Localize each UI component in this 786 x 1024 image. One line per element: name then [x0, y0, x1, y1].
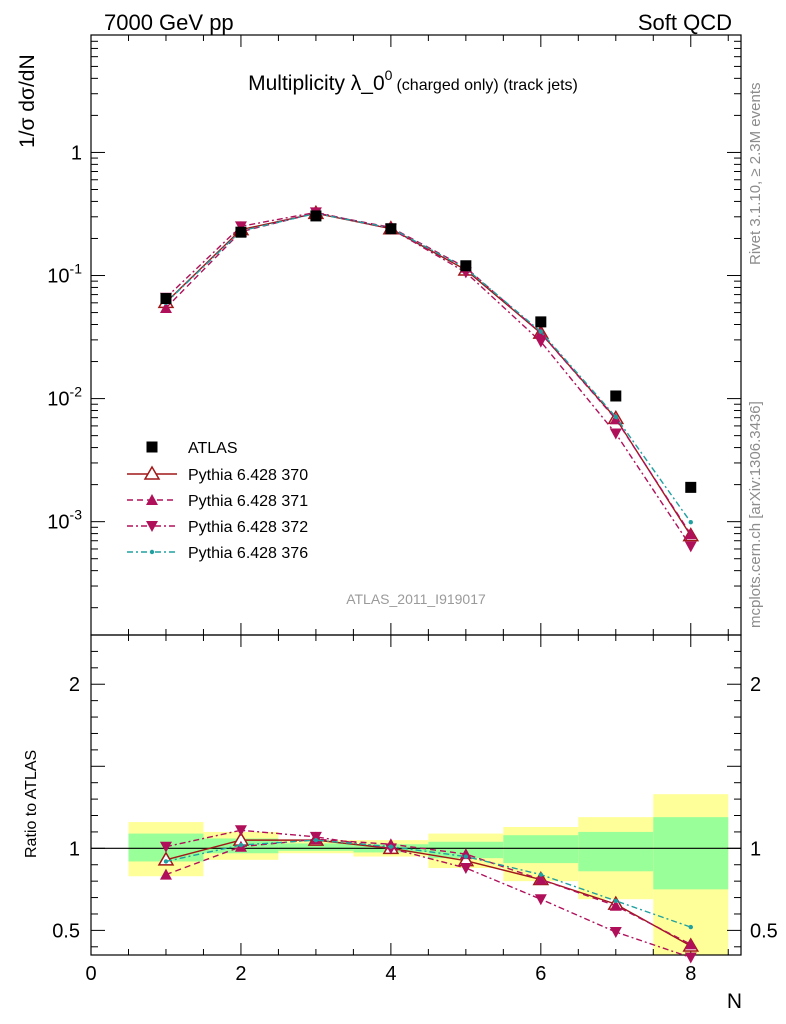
data-point [460, 260, 472, 272]
ratio-point [609, 899, 622, 911]
ratio-point [309, 831, 322, 843]
ratio-point [538, 872, 544, 877]
ratio-tick-label: 2 [69, 674, 80, 696]
ratio-tick-label-right: 0.5 [750, 920, 778, 942]
y-tick-label: 1 [71, 142, 82, 164]
ratio-point [388, 844, 394, 849]
data-point [609, 428, 622, 440]
legend-label: Pythia 6.428 372 [188, 519, 308, 536]
legend-marker [146, 441, 158, 453]
ratio-band-green [578, 831, 654, 872]
y-tick-label: 10-2 [47, 384, 82, 411]
data-point [610, 390, 622, 402]
ratio-point [238, 842, 244, 848]
series-ratio-line [165, 839, 692, 928]
ratio-bands [128, 794, 729, 955]
ratio-point [159, 868, 172, 880]
ratio-tick-label-right: 2 [750, 674, 761, 696]
series-line [165, 212, 692, 523]
legend-label: ATLAS [188, 440, 238, 457]
series-ratio-line [165, 838, 692, 945]
data-point [688, 520, 693, 525]
legend-item-0: ATLAS [146, 440, 238, 457]
ratio-band-green [653, 817, 729, 890]
data-point [684, 541, 697, 553]
legend-item-2: Pythia 6.428 371 [127, 493, 308, 510]
process-label: Soft QCD [638, 10, 732, 35]
ratio-tick-label: 0.5 [52, 920, 80, 942]
series-ratio-line [165, 829, 691, 959]
data-point [535, 316, 547, 328]
bottom-ylabel: Ratio to ATLAS [23, 750, 40, 858]
data-point [684, 528, 697, 540]
ratio-point [163, 859, 169, 864]
x-tick-label: 6 [535, 963, 546, 985]
data-point [160, 293, 172, 305]
data-series [157, 204, 700, 964]
legend-marker [146, 494, 158, 505]
ratio-point [613, 898, 618, 904]
y-tick-label: 10-3 [47, 507, 82, 534]
analysis-id: ATLAS_2011_I919017 [346, 591, 486, 607]
legend-marker [149, 549, 155, 555]
ratio-point [688, 924, 693, 930]
ratio-point [159, 841, 172, 853]
data-point [159, 301, 172, 313]
legend-item-3: Pythia 6.428 372 [127, 519, 308, 536]
ratio-point [534, 894, 547, 906]
top-ylabel: 1/σ dσ/dN [16, 54, 39, 148]
data-point [310, 210, 322, 222]
series-ratio-line [165, 839, 692, 947]
x-tick-label: 2 [235, 963, 246, 985]
legend: ATLAS Pythia 6.428 370 Pythia 6.428 371 Pyt… [127, 440, 308, 562]
mcplots-label: mcplots.cern.ch [arXiv:1306.3436] [747, 401, 764, 628]
y-tick-label: 10-1 [47, 261, 82, 288]
ratio-point [459, 863, 472, 875]
bottom-frame [90, 634, 742, 956]
legend-marker [143, 465, 161, 480]
rivet-label: Rivet 3.1.10, ≥ 2.3M events [747, 83, 764, 266]
ratio-point [234, 825, 247, 837]
series-line [165, 212, 692, 535]
x-tick-label: 4 [385, 963, 396, 985]
legend-label: Pythia 6.428 376 [188, 545, 308, 562]
ratio-point [609, 927, 622, 939]
legend-marker [146, 521, 158, 532]
ratio-band-green [278, 843, 354, 851]
data-point [385, 223, 397, 235]
plot-title: Multiplicity λ_00(charged only) (track j… [248, 67, 578, 95]
plot-title-sup: 0 [385, 67, 393, 83]
plot-title-main: Multiplicity λ_0 [248, 72, 385, 95]
series-line [165, 212, 692, 537]
series-0 [160, 210, 697, 493]
legend-item-4: Pythia 6.428 376 [127, 545, 308, 562]
data-point [534, 336, 547, 348]
ratio-point [157, 851, 175, 866]
ratio-point [313, 837, 319, 843]
x-tick-label: 0 [85, 963, 96, 985]
legend-label: Pythia 6.428 370 [188, 467, 308, 484]
beam-label: 7000 GeV pp [104, 10, 234, 35]
xlabel: N [727, 990, 742, 1013]
series-line [165, 211, 692, 547]
ratio-tick-label-right: 1 [750, 838, 761, 860]
plot-title-small: (charged only) (track jets) [396, 77, 577, 94]
x-tick-label: 8 [685, 963, 696, 985]
ratio-point [684, 952, 697, 964]
ratio-point [463, 854, 469, 859]
data-point [235, 226, 247, 238]
data-point [538, 329, 544, 334]
ratio-point [534, 873, 547, 885]
legend-label: Pythia 6.428 371 [188, 493, 308, 510]
ratio-band-green [503, 835, 579, 864]
axes-frames: 0 2 4 6 8 10-3 10-2 10-1 1 0.5 0.5 1 1 2 2 [47, 34, 778, 985]
ratio-point [684, 938, 697, 950]
data-point [685, 481, 697, 493]
ratio-tick-label: 1 [69, 838, 80, 860]
data-point [613, 414, 618, 420]
legend-item-1: Pythia 6.428 370 [127, 465, 308, 484]
